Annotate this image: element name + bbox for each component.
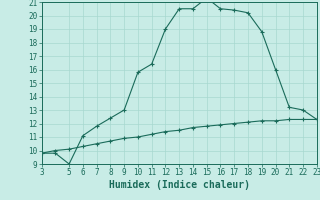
X-axis label: Humidex (Indice chaleur): Humidex (Indice chaleur) [109, 180, 250, 190]
